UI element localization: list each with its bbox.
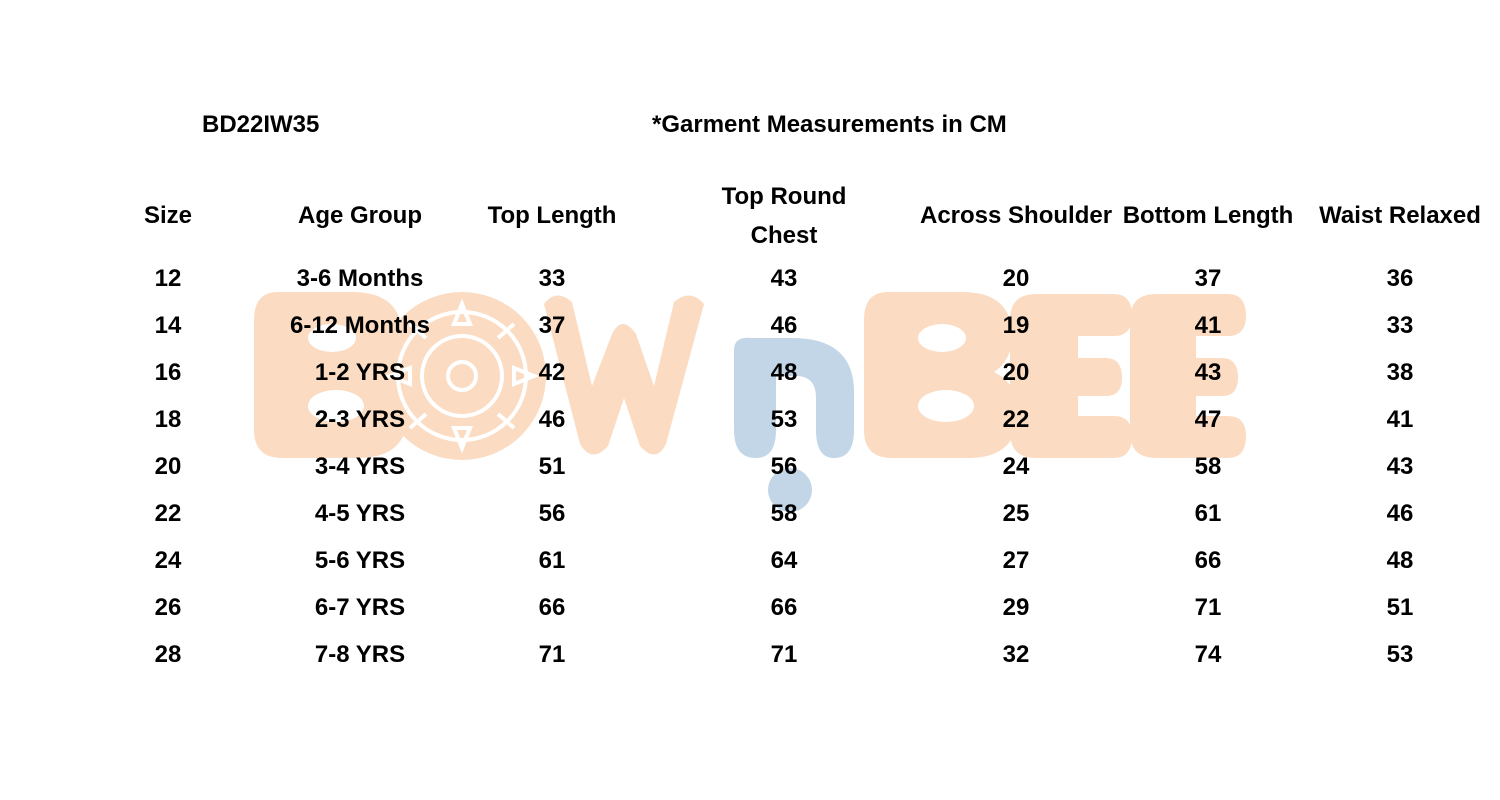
cell-bottom-length: 58: [1194, 453, 1222, 480]
cell-across-shoulder: 24: [1002, 453, 1030, 480]
cell-top-round-chest: 43: [770, 265, 798, 292]
cell-top-length: 61: [538, 547, 566, 574]
cell-across-shoulder: 22: [1002, 406, 1030, 433]
cell-top-length: 42: [538, 359, 566, 386]
cell-age-group: 3-4 YRS: [314, 453, 406, 480]
watermark-letter-e: [1010, 294, 1132, 458]
cell-across-shoulder: 19: [1002, 312, 1030, 339]
cell-top-length: 37: [538, 312, 566, 339]
watermark-letter-b2: [864, 292, 1018, 458]
cell-bottom-length: 61: [1194, 500, 1222, 527]
table-row: 24 5-6 YRS 61 64 27 66 48: [72, 537, 1496, 584]
cell-size: 20: [154, 453, 182, 480]
cell-across-shoulder: 25: [1002, 500, 1030, 527]
cell-age-group: 4-5 YRS: [314, 500, 406, 527]
table-row: 20 3-4 YRS 51 56 24 58 43: [72, 443, 1496, 490]
watermark-dot: [768, 468, 812, 512]
watermark-letter-b: [254, 292, 408, 458]
column-header-across-shoulder: Across Shoulder: [920, 202, 1113, 229]
cell-top-length: 51: [538, 453, 566, 480]
cell-waist-relaxed: 33: [1386, 312, 1414, 339]
table-row: 28 7-8 YRS 71 71 32 74 53: [72, 631, 1496, 678]
cell-across-shoulder: 27: [1002, 547, 1030, 574]
cell-size: 24: [154, 547, 182, 574]
cell-size: 14: [154, 312, 182, 339]
cell-across-shoulder: 32: [1002, 641, 1030, 668]
cell-top-round-chest: 48: [770, 359, 798, 386]
table-row: 22 4-5 YRS 56 58 25 61 46: [72, 490, 1496, 537]
cell-top-length: 33: [538, 265, 566, 292]
cell-top-length: 71: [538, 641, 566, 668]
cell-size: 12: [154, 265, 182, 292]
cell-top-round-chest: 71: [770, 641, 798, 668]
cell-across-shoulder: 20: [1002, 359, 1030, 386]
cell-age-group: 1-2 YRS: [314, 359, 406, 386]
cell-top-round-chest: 58: [770, 500, 798, 527]
watermark-letter-w: [544, 295, 704, 455]
cell-across-shoulder: 29: [1002, 594, 1030, 621]
cell-age-group: 3-6 Months: [296, 265, 424, 292]
cell-waist-relaxed: 41: [1386, 406, 1414, 433]
measurement-unit-note: *Garment Measurements in CM: [652, 111, 1007, 138]
cell-bottom-length: 66: [1194, 547, 1222, 574]
cell-top-round-chest: 53: [770, 406, 798, 433]
cell-size: 22: [154, 500, 182, 527]
cell-bottom-length: 41: [1194, 312, 1222, 339]
table-row: 16 1-2 YRS 42 48 20 43 38: [72, 349, 1496, 396]
cell-top-length: 66: [538, 594, 566, 621]
column-header-age-group: Age Group: [298, 202, 422, 229]
cell-age-group: 2-3 YRS: [314, 406, 406, 433]
cell-size: 26: [154, 594, 182, 621]
cell-bottom-length: 47: [1194, 406, 1222, 433]
cell-bottom-length: 71: [1194, 594, 1222, 621]
bownbee-watermark-logo: [254, 292, 1246, 512]
cell-age-group: 6-7 YRS: [314, 594, 406, 621]
style-code: BD22IW35: [202, 111, 320, 138]
cell-waist-relaxed: 38: [1386, 359, 1414, 386]
cell-waist-relaxed: 43: [1386, 453, 1414, 480]
size-chart-table: Size Age Group Top Length Top Round Ches…: [72, 176, 1496, 678]
column-header-top-length: Top Length: [487, 202, 617, 229]
table-row: 14 6-12 Months 37 46 19 41 33: [72, 302, 1496, 349]
cell-waist-relaxed: 48: [1386, 547, 1414, 574]
cell-age-group: 7-8 YRS: [314, 641, 406, 668]
cell-size: 28: [154, 641, 182, 668]
cell-top-round-chest: 66: [770, 594, 798, 621]
cell-age-group: 5-6 YRS: [314, 547, 406, 574]
table-row: 12 3-6 Months 33 43 20 37 36: [72, 255, 1496, 302]
watermark-letter-e2: [1130, 294, 1246, 458]
mandala-icon: [384, 298, 540, 454]
cell-bottom-length: 37: [1194, 265, 1222, 292]
cell-waist-relaxed: 53: [1386, 641, 1414, 668]
cell-size: 18: [154, 406, 182, 433]
cell-top-round-chest: 46: [770, 312, 798, 339]
column-header-waist-relaxed: Waist Relaxed: [1319, 202, 1481, 229]
table-header-row: Size Age Group Top Length Top Round Ches…: [72, 176, 1496, 255]
cell-top-length: 46: [538, 406, 566, 433]
column-header-size: Size: [143, 202, 193, 229]
watermark-letter-n: [734, 337, 854, 458]
cell-waist-relaxed: 46: [1386, 500, 1414, 527]
cell-bottom-length: 43: [1194, 359, 1222, 386]
table-row: 18 2-3 YRS 46 53 22 47 41: [72, 396, 1496, 443]
table-row: 26 6-7 YRS 66 66 29 71 51: [72, 584, 1496, 631]
cell-top-length: 56: [538, 500, 566, 527]
cell-waist-relaxed: 51: [1386, 594, 1414, 621]
column-header-top-round-chest: Top Round Chest: [721, 182, 847, 249]
cell-age-group: 6-12 Months: [289, 312, 430, 339]
column-header-bottom-length: Bottom Length: [1122, 202, 1294, 229]
cell-across-shoulder: 20: [1002, 265, 1030, 292]
cell-top-round-chest: 56: [770, 453, 798, 480]
cell-bottom-length: 74: [1194, 641, 1222, 668]
cell-top-round-chest: 64: [770, 547, 798, 574]
cell-size: 16: [154, 359, 182, 386]
cell-waist-relaxed: 36: [1386, 265, 1414, 292]
